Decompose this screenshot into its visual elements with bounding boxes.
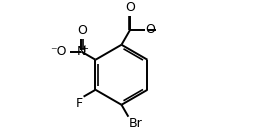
Text: O: O	[146, 23, 155, 36]
Text: Br: Br	[129, 117, 143, 130]
Text: N: N	[77, 45, 86, 58]
Text: F: F	[76, 97, 83, 110]
Text: O: O	[77, 24, 87, 37]
Text: ⁻O: ⁻O	[51, 45, 67, 58]
Text: +: +	[80, 44, 88, 54]
Text: O: O	[125, 1, 135, 14]
